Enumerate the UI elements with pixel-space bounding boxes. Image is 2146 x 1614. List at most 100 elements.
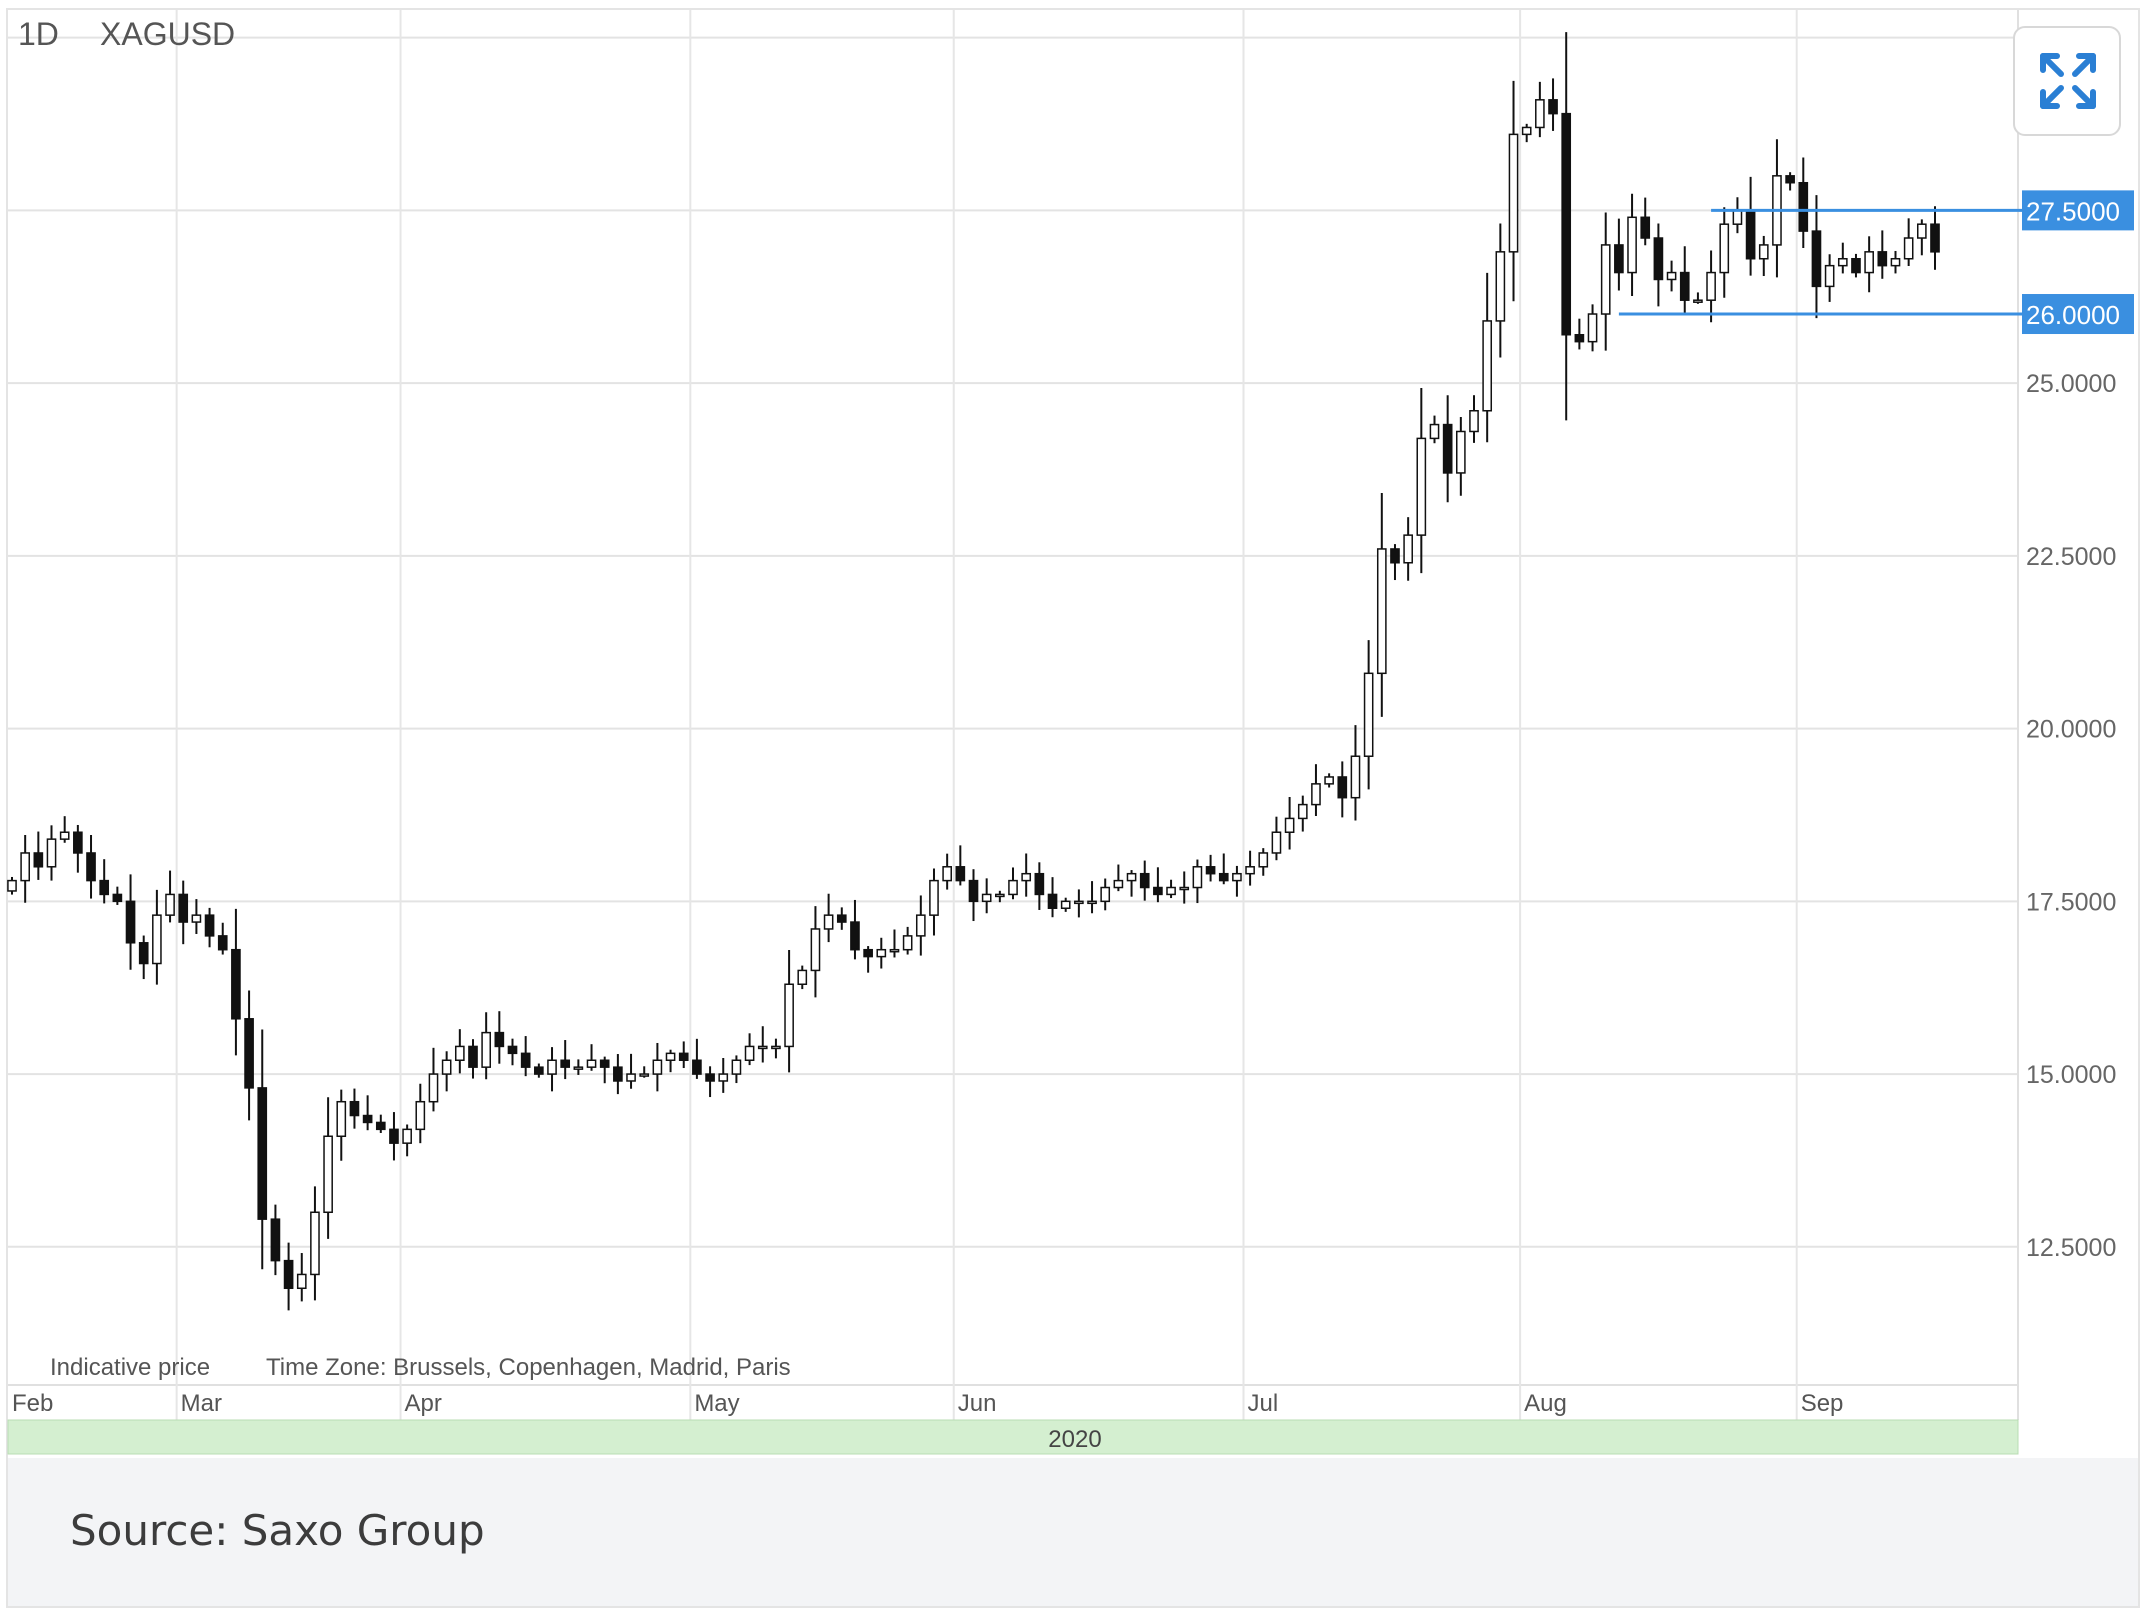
candle: [1205, 854, 1216, 882]
candle: [771, 1038, 781, 1059]
candle: [1495, 223, 1506, 358]
price-level-label: 26.0000: [2026, 300, 2120, 330]
year-label: 2020: [1048, 1426, 1101, 1453]
candle: [7, 876, 17, 895]
candle: [1535, 81, 1545, 138]
expand-arrows-icon: [2040, 53, 2096, 109]
candle: [1482, 272, 1493, 443]
candle: [1666, 260, 1677, 292]
candle: [1442, 395, 1453, 503]
candle: [863, 946, 873, 973]
price-level-tag: [2022, 294, 2134, 335]
candle: [1877, 230, 1888, 279]
candle: [112, 886, 123, 905]
candle: [389, 1112, 399, 1161]
candle: [1113, 864, 1124, 892]
candle: [1363, 640, 1374, 790]
candle: [1324, 773, 1334, 788]
year-band: [7, 1419, 2019, 1455]
candle: [639, 1066, 650, 1078]
candle: [955, 845, 966, 886]
candle: [468, 1039, 478, 1079]
candle: [1456, 416, 1466, 496]
candle: [349, 1088, 360, 1129]
candle: [1047, 877, 1058, 918]
candle: [1060, 897, 1071, 912]
timezone-note: Time Zone: Brussels, Copenhagen, Madrid,…: [266, 1354, 791, 1381]
expand-button[interactable]: [2013, 26, 2121, 136]
candle: [534, 1063, 544, 1078]
candle: [1930, 206, 1940, 270]
candle: [547, 1047, 557, 1092]
candle: [152, 889, 162, 985]
y-tick-label: 20.0000: [2026, 716, 2116, 744]
price-levels: 27.5000 26.0000: [1618, 190, 2134, 335]
candle: [1153, 867, 1163, 903]
candle: [968, 869, 979, 922]
candle: [665, 1049, 676, 1073]
candle: [507, 1038, 518, 1066]
candle: [797, 965, 808, 990]
candle: [1179, 871, 1190, 904]
candle: [1693, 292, 1703, 304]
candle: [915, 895, 926, 956]
candle: [1916, 219, 1927, 256]
candle: [1218, 853, 1229, 885]
candle: [1851, 253, 1861, 278]
candle: [46, 825, 57, 881]
candle: [59, 816, 70, 843]
candle: [1297, 795, 1308, 832]
candle: [1429, 415, 1440, 444]
y-tick-label: 12.5000: [2026, 1234, 2116, 1262]
candle: [929, 868, 939, 936]
candle: [1864, 236, 1874, 293]
candle: [692, 1038, 702, 1079]
y-tick-label: 15.0000: [2026, 1061, 2116, 1089]
candle: [744, 1033, 755, 1066]
candle: [520, 1036, 531, 1077]
y-tick-label: 17.5000: [2026, 888, 2116, 916]
candle: [1837, 242, 1848, 274]
y-axis: 12.5000 15.0000 17.5000 20.0000 22.5000 25.00…: [2026, 370, 2116, 1262]
x-axis: Feb Mar Apr May Jun Jul Aug Sep: [12, 1390, 1843, 1417]
candle: [586, 1044, 597, 1071]
candle: [942, 853, 952, 890]
x-tick-label: Jun: [958, 1390, 997, 1417]
candle: [1574, 318, 1585, 350]
candle: [573, 1059, 584, 1075]
candle: [310, 1186, 320, 1301]
candle: [1521, 123, 1532, 143]
candle: [138, 935, 149, 980]
candle: [599, 1056, 610, 1084]
candle: [415, 1083, 426, 1144]
candle: [1587, 304, 1598, 352]
candle: [1337, 761, 1348, 818]
candle: [257, 1029, 268, 1270]
candle: [1561, 32, 1572, 421]
candle: [1100, 878, 1111, 911]
candle: [981, 878, 992, 914]
candle: [1745, 176, 1756, 276]
candle: [560, 1040, 571, 1080]
candle: [1903, 218, 1914, 266]
candle: [1719, 207, 1730, 298]
candle: [1258, 848, 1269, 876]
candle: [20, 835, 31, 903]
candle: [191, 899, 202, 934]
candle: [33, 831, 44, 880]
candle: [995, 890, 1005, 903]
candle: [481, 1012, 491, 1080]
candle: [652, 1042, 663, 1092]
candle: [217, 922, 228, 955]
candle: [1192, 859, 1203, 904]
candle: [823, 893, 834, 943]
candle: [1034, 862, 1045, 910]
x-tick-label: Mar: [181, 1390, 222, 1417]
candle: [850, 899, 860, 960]
candle: [705, 1066, 715, 1098]
candle: [441, 1051, 452, 1092]
candle: [1008, 867, 1018, 900]
candle: [1732, 197, 1743, 234]
candle: [1126, 870, 1137, 897]
candle: [1311, 764, 1321, 816]
